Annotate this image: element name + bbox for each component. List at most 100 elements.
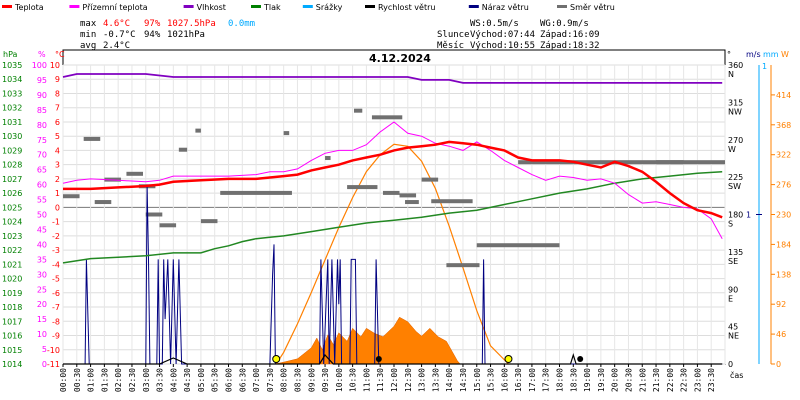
wind-direction-mark [63,194,80,199]
solar-tick-label: 322 [776,151,791,160]
humidity-tick-label: 20 [37,300,47,309]
unit-deg: ° [727,50,731,59]
pressure-tick-label: 1015 [2,346,22,355]
humidity-series [62,73,723,84]
temp-avg: 2.4°C [103,41,130,51]
x-tick-label: 11:30 [376,368,385,392]
temperature-tick-label: 3 [55,161,60,170]
temperature-tick-label: -1 [52,218,60,227]
sun-rise: Východ:07:44 [470,30,535,40]
direction-compass-label: NE [728,332,739,341]
legend-label: Přízemní teplota [82,3,147,12]
temperature-tick-label: 0 [55,203,60,212]
temperature-tick-label: -4 [52,260,60,269]
moonset-marker [577,356,584,362]
x-tick-label: 09:30 [321,368,330,392]
unit-headers: hPa % °C ° m/s mm W [3,50,789,59]
pressure-tick-label: 1021 [2,260,22,269]
x-tick-label: 15:00 [473,368,482,392]
moonrise-marker [375,356,382,362]
legend-swatch [2,5,12,8]
direction-tick-label: 180 [728,211,743,220]
hum-min: 94% [144,30,161,40]
sun-set: Západ:16:09 [540,30,600,40]
pressure-tick-label: 1028 [2,161,22,170]
x-tick-label: 00:30 [73,368,82,392]
x-tick-label: 05:30 [211,368,220,392]
direction-compass-label: SE [728,257,738,266]
pressure-tick-label: 1018 [2,303,22,312]
humidity-tick-label: 35 [37,255,47,264]
pressure-tick-label: 1027 [2,175,22,184]
direction-compass-label: W [728,145,736,154]
pressure-tick-label: 1022 [2,246,22,255]
x-tick-label: 05:00 [197,368,206,392]
temperature-tick-label: 8 [55,89,60,98]
solar-tick-label: 230 [776,211,791,220]
humidity-tick-label: 45 [37,225,47,234]
sun-label: Slunce [437,30,470,40]
temp-min: -0.7°C [103,30,136,40]
x-tick-label: 20:30 [624,368,633,392]
pressure-tick-label: 1014 [2,360,22,369]
temperature-series [63,140,723,219]
wind-direction-mark [399,193,417,198]
solar-radiation-area [275,316,461,365]
temperature-tick-label: -3 [52,246,60,255]
x-tick-label: 19:30 [597,368,606,392]
legend-label: Teplota [14,3,44,12]
direction-compass-label: N [728,70,734,79]
direction-tick-label: 45 [728,323,738,332]
humidity-tick-label: 0 [42,360,47,369]
ground-temperature-series [62,121,723,239]
x-tick-label: 01:30 [100,368,109,392]
legend-label: Náraz větru [482,3,529,12]
temperature-tick-label: 1 [55,189,60,198]
temperature-tick-label: -11 [47,360,60,369]
x-tick-label: 16:30 [514,368,523,392]
x-tick-label: 06:00 [225,368,234,392]
humidity-tick-label: 70 [37,151,47,160]
x-tick-label: 02:30 [128,368,137,392]
wind-direction-mark [200,219,218,224]
chart-title: 4.12.2024 [369,52,431,65]
legend-swatch [557,5,567,8]
pressure-tick-label: 1017 [2,317,22,326]
x-tick-label: 17:30 [542,368,551,392]
press-max: 1027.5hPa [167,19,216,29]
direction-compass-label: SW [728,182,741,191]
wg-value: WG:0.9m/s [540,19,589,29]
x-tick-label: 18:00 [556,368,565,392]
hum-max: 97% [144,19,161,29]
pressure-tick-label: 1035 [2,61,22,70]
humidity-tick-label: 15 [37,315,47,324]
wind-direction-mark [431,199,473,204]
unit-w: W [781,50,789,59]
solar-tick-label: 138 [776,270,791,279]
wind-direction-mark [83,136,101,141]
wind-direction-mark [220,190,292,195]
wind-direction-mark [145,212,163,217]
temperature-tick-label: -6 [52,289,60,298]
temperature-tick-label: 6 [55,118,60,127]
ws-value: WS:0.5m/s [470,19,519,29]
sunset-marker [504,355,513,363]
solar-tick-label: 414 [776,91,791,100]
x-tick-label: 16:00 [500,368,509,392]
x-tick-label: 03:30 [156,368,165,392]
legend-swatch [468,5,479,8]
mm-tick-label: 1 [762,62,767,71]
pressure-tick-label: 1025 [2,203,22,212]
pressure-tick-label: 1029 [2,146,22,155]
humidity-tick-label: 40 [37,240,47,249]
pressure-tick-label: 1023 [2,232,22,241]
wind-direction-mark [347,185,378,190]
x-tick-label: 13:00 [418,368,427,392]
solar-tick-label: 368 [776,121,791,130]
direction-compass-label: S [728,220,733,229]
x-tick-label: 14:00 [445,368,454,392]
x-tick-label: 03:00 [142,368,151,392]
wind-direction-mark [283,131,290,136]
direction-compass-label: NW [728,107,742,116]
wind-direction-mark [371,115,403,120]
